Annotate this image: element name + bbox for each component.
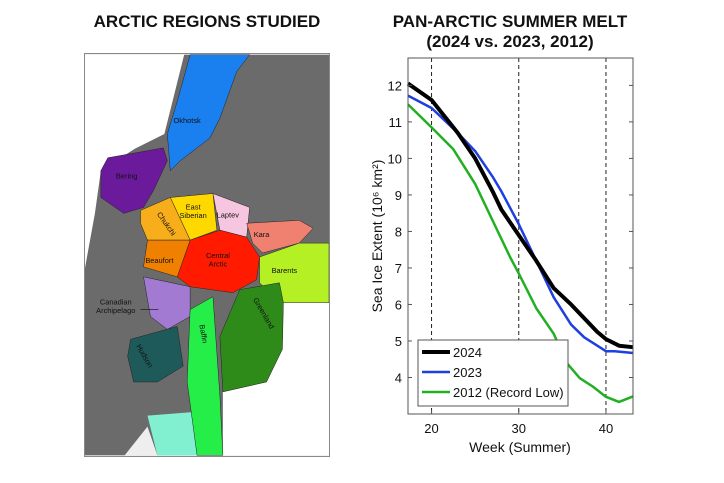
x-tick-label: 40	[599, 421, 613, 436]
ocean-atlantic	[222, 302, 329, 456]
region-label-okhotsk: Okhotsk	[174, 116, 202, 125]
region-label-east-siberian: East Siberian	[179, 202, 206, 219]
y-tick-label: 12	[388, 78, 402, 93]
region-label-bering: Bering	[116, 172, 137, 181]
y-tick-label: 7	[395, 261, 402, 276]
chart-title: PAN-ARCTIC SUMMER MELT (2024 vs. 2023, 2…	[370, 12, 650, 52]
region-labrador	[147, 411, 198, 456]
series-line-2012	[407, 103, 634, 404]
legend-label: 2012 (Record Low)	[453, 385, 564, 400]
region-greenland	[219, 282, 284, 393]
region-bering	[100, 147, 168, 214]
legend-label: 2024	[453, 345, 482, 360]
region-baffin	[186, 296, 224, 456]
y-tick-label: 9	[395, 188, 402, 203]
chart-title-line: PAN-ARCTIC SUMMER MELT	[392, 12, 628, 31]
x-axis-label: Week (Summer)	[469, 439, 571, 455]
map-title: ARCTIC REGIONS STUDIED	[93, 12, 321, 31]
region-hudson	[127, 326, 184, 383]
y-tick-label: 11	[389, 115, 403, 130]
series-line-2024	[406, 81, 634, 350]
y-axis-label: Sea Ice Extent (10⁶ km²)	[369, 160, 385, 313]
region-label-laptev: Laptev	[217, 210, 240, 219]
region-label-central-arctic: Central Arctic	[206, 251, 230, 268]
chart-subtitle: (2024 vs. 2023, 2012)	[426, 32, 594, 51]
region-label-barents: Barents	[272, 266, 298, 275]
y-tick-label: 5	[395, 334, 402, 349]
legend: 2024 2023 2012 (Record Low)	[417, 339, 569, 407]
y-tick-label: 10	[388, 151, 402, 166]
ocean-pacific	[85, 54, 185, 268]
x-tick-label: 30	[512, 421, 526, 436]
region-beaufort	[143, 239, 191, 278]
y-tick-label: 8	[395, 224, 402, 239]
region-okhotsk	[167, 54, 251, 172]
y-tick-label: 4	[395, 370, 402, 385]
legend-label: 2023	[453, 365, 482, 380]
y-tick-label: 6	[395, 297, 402, 312]
series-line-2023	[407, 94, 634, 355]
region-label-canadian-archipelago: Canadian Archipelago	[96, 298, 135, 315]
x-tick-label: 20	[424, 421, 438, 436]
plot-frame	[407, 57, 634, 415]
region-central-arctic	[176, 229, 260, 293]
region-label-beaufort: Beaufort	[145, 256, 173, 265]
ocean-south	[124, 426, 158, 456]
region-label-baffin: Baffin	[197, 324, 209, 344]
region-label-kara: Kara	[254, 230, 271, 239]
